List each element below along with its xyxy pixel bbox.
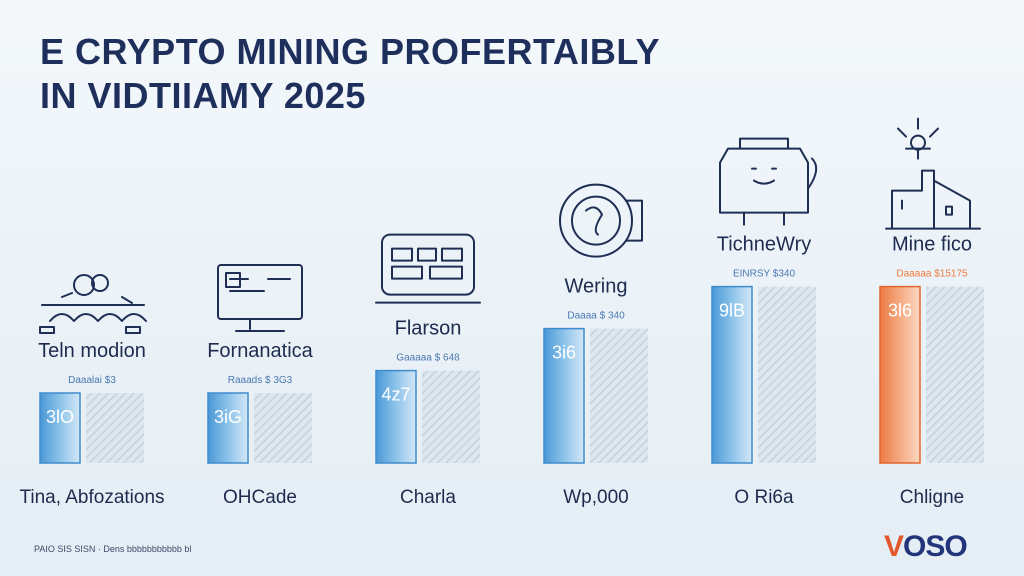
data-bar bbox=[39, 392, 81, 464]
bar-value-label: 3lO bbox=[46, 407, 74, 427]
category-label: Wp,000 bbox=[563, 487, 628, 508]
logo-rest: OSO bbox=[903, 530, 968, 563]
category-label: Chligne bbox=[900, 487, 964, 508]
bar-value-label: 3iG bbox=[214, 407, 242, 427]
computer-monitor-icon bbox=[217, 264, 303, 332]
bar-value-label: 4z7 bbox=[381, 385, 410, 405]
price-label: Raaads $ 3G3 bbox=[228, 375, 293, 386]
data-bar bbox=[879, 285, 921, 464]
category-label: OHCade bbox=[223, 487, 297, 508]
category-label: Tina, Abfozations bbox=[19, 487, 164, 508]
data-bar bbox=[711, 285, 753, 464]
group-label: TichneWry bbox=[717, 234, 811, 256]
logo-accent: V bbox=[884, 530, 904, 563]
reference-bar bbox=[86, 393, 144, 463]
data-bar bbox=[207, 392, 249, 464]
coin-icon bbox=[559, 183, 643, 258]
group-label: Wering bbox=[565, 276, 628, 298]
title-line-1: e CRYPTO MINING PROFERTAIBLY bbox=[40, 31, 661, 72]
group-label: Flarson bbox=[395, 318, 462, 340]
reference-bar bbox=[422, 370, 480, 463]
price-label: Daaaaa $15175 bbox=[896, 269, 968, 280]
group-label: Mine fico bbox=[892, 234, 972, 256]
page-title: e CRYPTO MINING PROFERTAIBLY IN VIDTIIAM… bbox=[40, 30, 800, 118]
reference-bar bbox=[926, 286, 984, 463]
reference-bar bbox=[758, 286, 816, 463]
mining-rig-icon bbox=[39, 274, 147, 334]
machine-icon bbox=[719, 137, 818, 226]
title-line-2: IN VIDTIIAMY 2025 bbox=[40, 75, 366, 116]
footer-note: PAIO SIS SISN · Dens bbbbbbbbbbb bl bbox=[34, 544, 192, 554]
price-label: Gaaaaa $ 648 bbox=[396, 353, 460, 364]
reference-bar bbox=[254, 393, 312, 463]
server-screen-icon bbox=[375, 233, 481, 304]
group-label: Teln modion bbox=[38, 340, 146, 362]
group-label: Fornanatica bbox=[207, 340, 313, 362]
category-label: Charla bbox=[400, 487, 456, 508]
factory-icon bbox=[885, 117, 981, 230]
bar-value-label: 3i6 bbox=[552, 343, 576, 363]
category-label: O Ri6a bbox=[734, 487, 794, 508]
price-label: EINRSY $340 bbox=[733, 269, 796, 280]
data-bar bbox=[543, 327, 585, 464]
bar-value-label: 3l6 bbox=[888, 301, 912, 321]
price-label: Daaaa $ 340 bbox=[567, 311, 625, 322]
bar-value-label: 9lB bbox=[719, 301, 745, 321]
data-bar bbox=[375, 369, 417, 464]
brand-logo: VOSO bbox=[884, 530, 968, 564]
reference-bar bbox=[590, 328, 648, 463]
price-label: Daaalai $3 bbox=[68, 375, 116, 386]
